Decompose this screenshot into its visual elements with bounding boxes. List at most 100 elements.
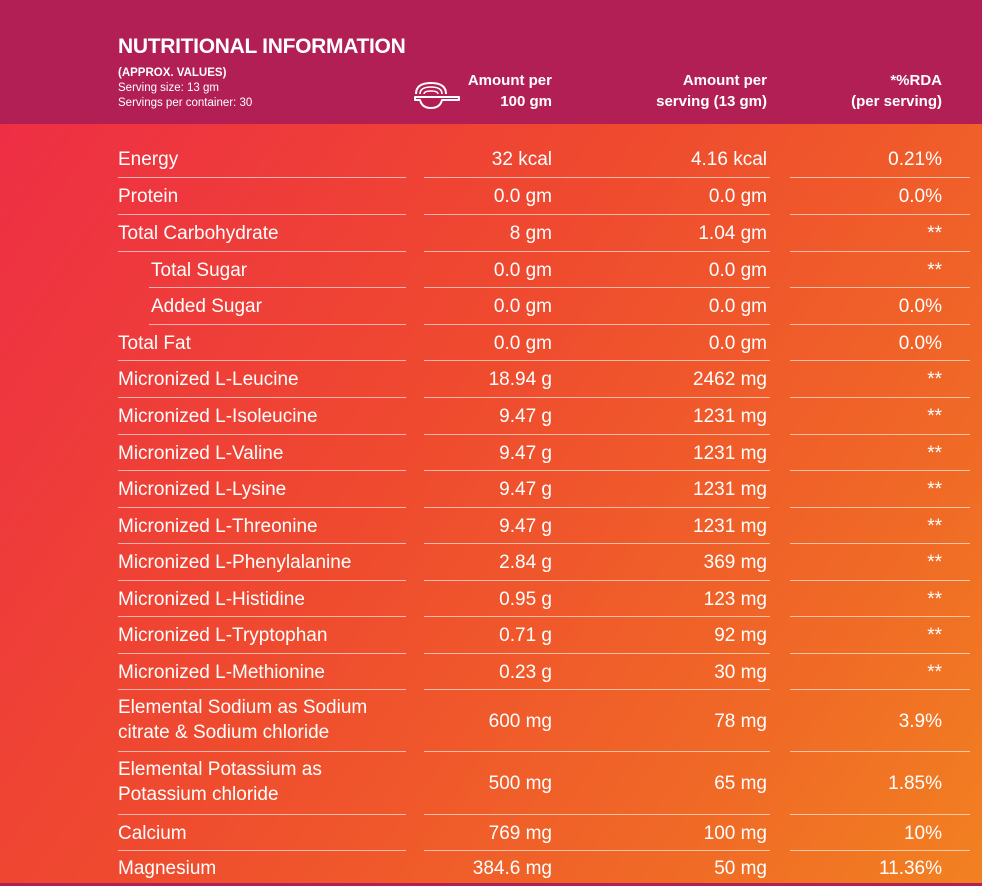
value-per-100g: 0.0 gm [493, 186, 552, 207]
nutrient-name: Micronized L-Valine [118, 441, 283, 466]
row-divider [118, 251, 406, 252]
row-divider [424, 177, 770, 178]
row-divider [424, 653, 770, 654]
row-divider [424, 814, 770, 815]
nutrient-name-line: Protein [118, 186, 179, 207]
value-rda: ** [927, 516, 942, 537]
column-header-per-serving: Amount per serving (13 gm) [656, 72, 767, 110]
value-rda: ** [927, 479, 942, 500]
value-per-100g: 9.47 g [499, 443, 552, 464]
value-per-100g: 9.47 g [499, 406, 552, 427]
nutrient-name: Elemental Potassium as Potassium chloride [118, 757, 322, 807]
value-rda: ** [927, 406, 942, 427]
value-per-100g: 500 mg [488, 773, 552, 794]
row-divider [118, 507, 406, 508]
row-divider [424, 470, 770, 471]
value-rda: ** [927, 552, 942, 573]
row-divider [424, 287, 770, 288]
table-row: Micronized L-Lysine 9.47 g 1231 mg ** [0, 471, 982, 508]
value-per-serving: 0.0 gm [708, 296, 767, 317]
nutrient-name-line: citrate & Sodium chloride [118, 722, 330, 743]
value-rda: 0.0% [898, 186, 942, 207]
value-rda: ** [927, 625, 942, 646]
value-rda: ** [927, 443, 942, 464]
table-row: Micronized L-Tryptophan 0.71 g 92 mg ** [0, 617, 982, 654]
value-per-100g: 9.47 g [499, 479, 552, 500]
row-divider [790, 251, 970, 252]
serving-info: (APPROX. VALUES) Serving size: 13 gm Ser… [118, 66, 252, 111]
nutrient-name: Total Sugar [151, 258, 247, 283]
row-divider [118, 653, 406, 654]
nutrient-name: Protein [118, 184, 178, 209]
value-per-serving: 1.04 gm [698, 223, 767, 244]
row-divider [424, 507, 770, 508]
value-per-serving: 78 mg [714, 711, 767, 732]
row-divider [790, 616, 970, 617]
row-divider [118, 434, 406, 435]
row-divider [118, 580, 406, 581]
row-divider [790, 287, 970, 288]
table-row: Total Fat 0.0 gm 0.0 gm 0.0% [0, 325, 982, 361]
bottom-bar [0, 883, 982, 886]
nutrient-name: Energy [118, 147, 178, 172]
row-divider [118, 177, 406, 178]
value-per-serving: 369 mg [703, 552, 767, 573]
value-per-serving: 4.16 kcal [690, 149, 767, 170]
nutrient-name-line: Micronized L-Threonine [118, 516, 318, 537]
table-row: Total Sugar 0.0 gm 0.0 gm ** [0, 252, 982, 288]
table-row: Calcium 769 mg 100 mg 10% [0, 815, 982, 851]
row-divider [424, 434, 770, 435]
value-rda: 0.0% [898, 333, 942, 354]
table-row: Micronized L-Threonine 9.47 g 1231 mg ** [0, 508, 982, 544]
value-per-serving: 92 mg [714, 625, 767, 646]
table-header: NUTRITIONAL INFORMATION (APPROX. VALUES)… [0, 0, 982, 124]
row-divider [424, 751, 770, 752]
nutrient-name-line: Calcium [118, 823, 187, 844]
row-divider [790, 814, 970, 815]
row-divider [790, 324, 970, 325]
value-per-serving: 1231 mg [693, 479, 767, 500]
nutrient-name: Calcium [118, 821, 187, 846]
row-divider [118, 543, 406, 544]
value-per-100g: 0.23 g [499, 662, 552, 683]
approx-values-label: (APPROX. VALUES) [118, 67, 227, 79]
column-header-per-100g: Amount per 100 gm [467, 72, 552, 110]
nutrient-name-line: Micronized L-Phenylalanine [118, 552, 352, 573]
nutrient-name: Micronized L-Histidine [118, 587, 305, 612]
nutrient-name: Micronized L-Tryptophan [118, 623, 327, 648]
table-row: Micronized L-Methionine 0.23 g 30 mg ** [0, 654, 982, 690]
row-divider [118, 360, 406, 361]
nutrient-name: Micronized L-Lysine [118, 477, 286, 502]
value-per-100g: 18.94 g [488, 369, 552, 390]
nutrient-name-line: Elemental Potassium as [118, 759, 322, 780]
value-rda: 3.9% [898, 711, 942, 732]
row-divider [424, 850, 770, 851]
value-per-serving: 0.0 gm [708, 186, 767, 207]
table-row: Protein 0.0 gm 0.0 gm 0.0% [0, 178, 982, 215]
nutrient-name-line: Added Sugar [151, 296, 262, 317]
value-per-serving: 65 mg [714, 773, 767, 794]
value-per-serving: 50 mg [714, 858, 767, 879]
nutrient-name: Micronized L-Threonine [118, 514, 318, 539]
value-rda: ** [927, 662, 942, 683]
value-per-100g: 2.84 g [499, 552, 552, 573]
row-divider [790, 689, 970, 690]
value-per-100g: 8 gm [509, 223, 552, 244]
nutrient-name: Magnesium [118, 856, 216, 881]
value-rda: 10% [903, 823, 942, 844]
value-per-serving: 1231 mg [693, 516, 767, 537]
nutrient-name-line: Elemental Sodium as Sodium [118, 697, 368, 718]
nutrient-name-line: Micronized L-Tryptophan [118, 625, 328, 646]
serving-size: Serving size: 13 gm [118, 82, 219, 94]
row-divider [149, 324, 406, 325]
page-title: NUTRITIONAL INFORMATION [118, 35, 406, 58]
row-divider [118, 214, 406, 215]
row-divider [118, 470, 406, 471]
value-rda: 11.36% [878, 858, 942, 879]
row-divider [790, 360, 970, 361]
value-per-serving: 0.0 gm [708, 260, 767, 281]
row-divider [424, 616, 770, 617]
value-per-100g: 0.0 gm [493, 333, 552, 354]
column-header-rda: *%RDA (per serving) [851, 72, 942, 110]
table-row: Elemental Potassium as Potassium chloride… [0, 752, 982, 815]
